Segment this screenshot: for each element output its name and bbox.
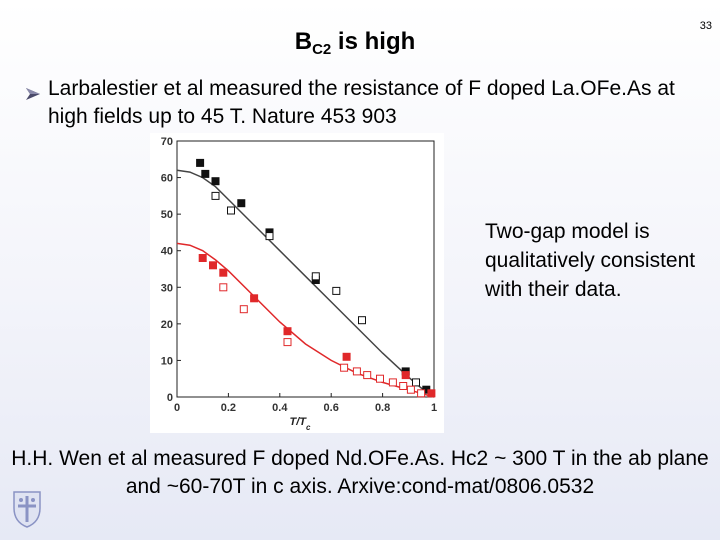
bullet-text: Larbalestier et al measured the resistan…	[48, 77, 675, 128]
arrow-bullet-icon	[26, 88, 40, 100]
footer-text: H.H. Wen et al measured F doped Nd.OFe.A…	[11, 447, 709, 498]
scatter-chart: 0 10 20 30 40 50 60 70 0 0.2 0.4 0.6 0.8 1 T/Tc	[161, 136, 437, 432]
x-tick-label: 0.2	[221, 402, 236, 414]
data-point	[209, 261, 217, 270]
data-point	[211, 191, 220, 200]
data-point	[417, 389, 426, 398]
data-point	[342, 352, 351, 361]
data-point	[201, 169, 210, 178]
slide-number: 33	[699, 20, 712, 32]
data-point	[363, 371, 372, 380]
data-point	[340, 363, 349, 372]
title-main: B	[294, 28, 313, 55]
data-point	[196, 158, 205, 167]
university-crest-icon	[13, 491, 41, 528]
y-tick-label: 70	[161, 136, 173, 148]
x-tick-label: 0	[174, 402, 180, 414]
y-tick-label: 20	[161, 319, 173, 331]
side-note: Two-gap model is qualitatively consisten…	[485, 220, 696, 301]
x-tick-label: 0.8	[375, 402, 390, 414]
data-point	[250, 294, 259, 303]
data-point	[265, 232, 274, 241]
data-point	[376, 374, 384, 383]
y-tick-label: 40	[161, 246, 173, 258]
y-tick-label: 30	[161, 282, 173, 294]
data-point	[211, 177, 220, 186]
data-point	[332, 286, 341, 295]
y-tick-label: 50	[161, 209, 173, 221]
x-axis-label: T/Tc	[290, 416, 312, 432]
data-point	[198, 254, 207, 262]
data-point	[352, 367, 361, 376]
plot-frame	[176, 140, 435, 398]
data-point	[237, 199, 246, 208]
y-tick-label: 60	[161, 173, 173, 185]
y-tick-label: 10	[161, 355, 173, 367]
slide-title: BC2 is high	[0, 28, 710, 58]
data-point	[227, 206, 235, 215]
data-point	[219, 268, 228, 277]
fit-curve-4	[176, 169, 435, 398]
data-point	[239, 305, 248, 314]
data-point	[219, 283, 228, 292]
data-point	[427, 389, 436, 398]
data-point	[358, 316, 366, 325]
x-tick-label: 0.4	[272, 402, 288, 414]
x-tick-label: 0.6	[324, 402, 339, 414]
x-tick-label: 1	[431, 402, 437, 414]
data-point	[311, 272, 320, 281]
chart-panel: 0 10 20 30 40 50 60 70 0 0.2 0.4 0.6 0.8 1 T/Tc	[150, 133, 444, 433]
data-point	[412, 378, 420, 387]
title-rest: is high	[331, 28, 416, 55]
data-point	[406, 385, 415, 394]
data-point	[399, 382, 408, 390]
title-subscript: C2	[312, 41, 332, 58]
y-tick-label: 0	[167, 392, 173, 404]
data-point	[283, 327, 292, 336]
data-point	[401, 371, 410, 380]
data-point	[283, 338, 292, 347]
data-point	[388, 378, 397, 387]
